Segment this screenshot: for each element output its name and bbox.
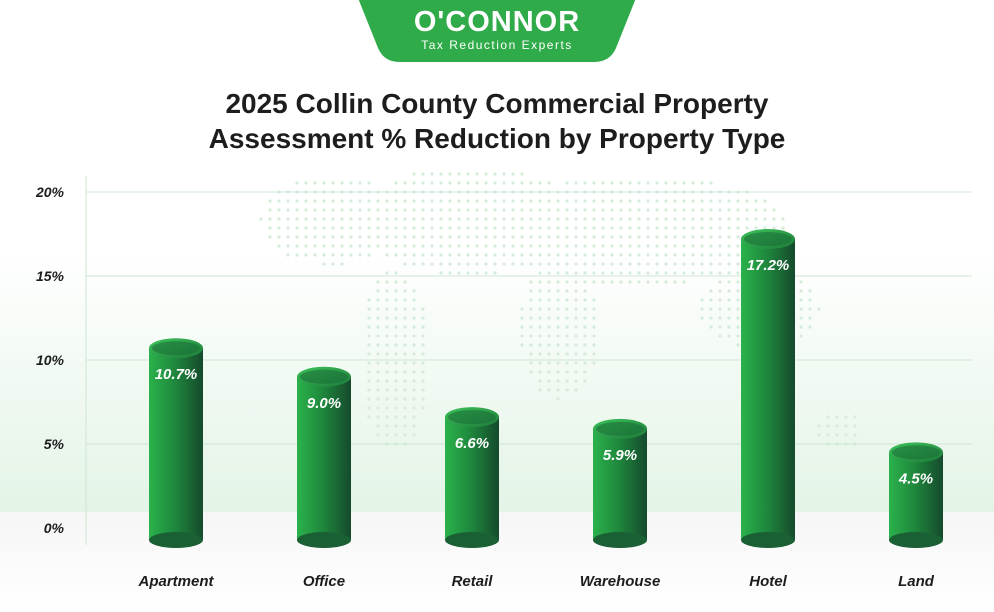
bar-base: [149, 532, 203, 548]
bar-base: [297, 532, 351, 548]
bar-body: [149, 348, 203, 540]
bar-apartment: 10.7%: [149, 338, 203, 548]
bar-body: [741, 239, 795, 541]
bar-hotel: 17.2%: [741, 229, 795, 548]
chart-title-line-2: Assessment % Reduction by Property Type: [208, 123, 786, 154]
data-label: 5.9%: [603, 447, 637, 464]
x-tick-label: Hotel: [749, 573, 787, 590]
brand-name: O'CONNOR: [413, 6, 581, 38]
brand-logo: O'CONNOR Tax Reduction Experts: [358, 0, 636, 62]
data-label: 6.6%: [455, 435, 489, 452]
bar-land: 4.5%: [889, 442, 943, 548]
bar-base: [889, 532, 943, 548]
bar-office: 9.0%: [297, 366, 351, 548]
data-label: 9.0%: [307, 395, 341, 412]
bar-cap-inner: [596, 421, 644, 436]
bar-cap-inner: [744, 232, 792, 247]
bar-base: [741, 532, 795, 548]
brand-tagline: Tax Reduction Experts: [421, 38, 573, 52]
bar-body: [889, 452, 943, 540]
bar-base: [445, 532, 499, 548]
x-tick-label: Office: [303, 573, 345, 590]
bar-body: [445, 417, 499, 540]
y-tick-label: 5%: [44, 436, 65, 452]
data-label: 10.7%: [155, 366, 198, 383]
y-tick-label: 10%: [36, 352, 65, 368]
y-tick-label: 0%: [44, 520, 65, 536]
y-tick-label: 15%: [36, 268, 65, 284]
x-tick-label: Apartment: [137, 573, 214, 590]
bar-cap-inner: [152, 341, 200, 356]
bars: 10.7% 9.0% 6.6% 5.9% 17.2% 4.5%: [149, 229, 943, 548]
x-tick-label: Retail: [452, 573, 494, 590]
grid-lines: [85, 176, 972, 545]
x-tick-label: Warehouse: [580, 573, 661, 590]
bar-retail: 6.6%: [445, 407, 499, 548]
bar-cap-inner: [892, 445, 940, 460]
bar-cap-inner: [448, 410, 496, 425]
bar-cap-inner: [300, 369, 348, 384]
bar-base: [593, 532, 647, 548]
bar-body: [593, 428, 647, 540]
data-label: 17.2%: [747, 257, 790, 274]
y-axis: 0% 5% 10% 15% 20%: [35, 184, 65, 536]
x-axis: Apartment Office Retail Warehouse Hotel Land: [137, 573, 934, 590]
chart-title-line-1: 2025 Collin County Commercial Property: [225, 88, 769, 119]
bar-warehouse: 5.9%: [593, 418, 647, 548]
bar-body: [297, 376, 351, 540]
data-label: 4.5%: [898, 470, 933, 487]
chart-title: 2025 Collin County Commercial Property A…: [0, 86, 994, 156]
y-tick-label: 20%: [35, 184, 65, 200]
x-tick-label: Land: [898, 573, 935, 590]
